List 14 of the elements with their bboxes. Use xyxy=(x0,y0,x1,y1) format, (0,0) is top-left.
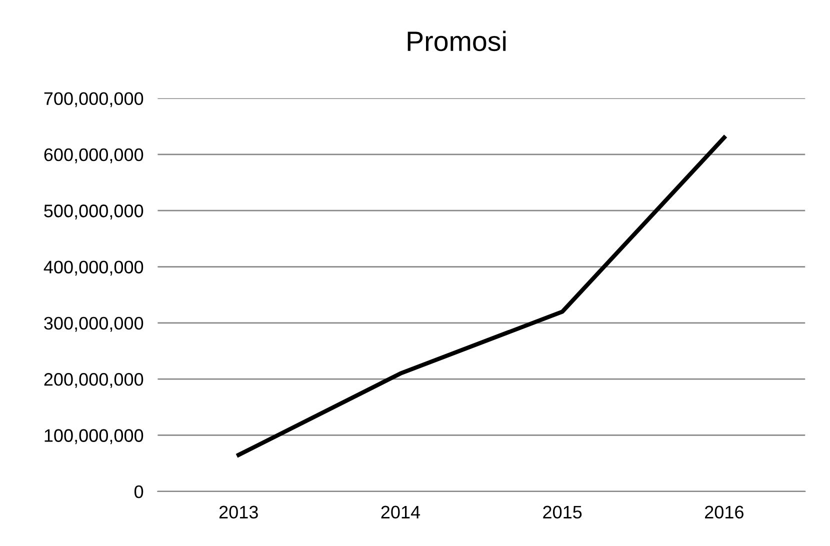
x-tick-label: 2014 xyxy=(381,506,420,519)
y-tick-label: 600,000,000 xyxy=(44,148,144,164)
y-tick-label: 200,000,000 xyxy=(44,373,144,388)
y-tick-label: 0 xyxy=(134,485,144,498)
x-tick-label: 2016 xyxy=(705,506,744,519)
y-tick-label: 300,000,000 xyxy=(44,316,144,332)
chart-title: Promosi xyxy=(408,30,506,52)
y-tick-label: 700,000,000 xyxy=(44,92,144,108)
x-tick-label: 2013 xyxy=(219,506,258,519)
y-tick-label: 100,000,000 xyxy=(44,429,144,444)
line-series xyxy=(236,136,726,457)
x-tick-label: 2015 xyxy=(543,506,582,519)
y-tick-label: 400,000,000 xyxy=(44,260,144,276)
y-tick-label: 500,000,000 xyxy=(44,204,144,220)
